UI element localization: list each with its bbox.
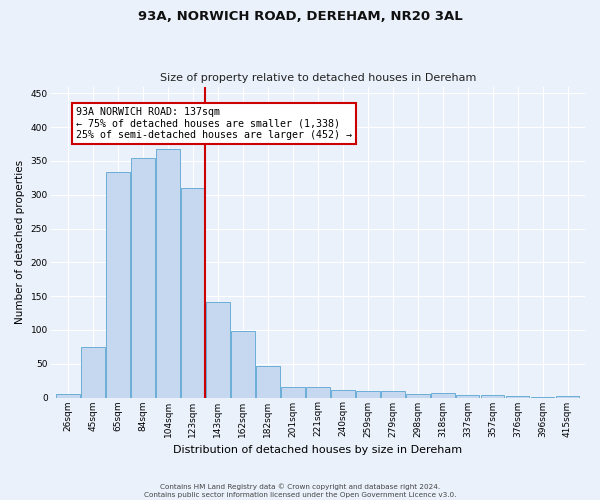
Bar	[231, 330, 255, 398]
Bar	[381, 392, 404, 398]
Bar	[256, 366, 280, 398]
Bar	[56, 394, 80, 398]
Title: Size of property relative to detached houses in Dereham: Size of property relative to detached ho…	[160, 73, 476, 83]
Bar	[81, 347, 105, 398]
Text: Contains HM Land Registry data © Crown copyright and database right 2024.
Contai: Contains HM Land Registry data © Crown c…	[144, 484, 456, 498]
Text: 93A NORWICH ROAD: 137sqm
← 75% of detached houses are smaller (1,338)
25% of sem: 93A NORWICH ROAD: 137sqm ← 75% of detach…	[76, 107, 352, 140]
Bar	[106, 172, 130, 398]
Bar	[356, 392, 380, 398]
Bar	[406, 394, 430, 398]
Bar	[206, 302, 230, 398]
Bar	[181, 188, 205, 398]
Bar	[556, 396, 580, 398]
Bar	[481, 395, 505, 398]
Bar	[530, 397, 554, 398]
Bar	[281, 386, 305, 398]
Bar	[131, 158, 155, 398]
Bar	[331, 390, 355, 398]
Bar	[456, 395, 479, 398]
Bar	[506, 396, 529, 398]
Y-axis label: Number of detached properties: Number of detached properties	[15, 160, 25, 324]
Bar	[156, 150, 180, 398]
Bar	[306, 386, 329, 398]
X-axis label: Distribution of detached houses by size in Dereham: Distribution of detached houses by size …	[173, 445, 463, 455]
Text: 93A, NORWICH ROAD, DEREHAM, NR20 3AL: 93A, NORWICH ROAD, DEREHAM, NR20 3AL	[137, 10, 463, 23]
Bar	[431, 394, 455, 398]
